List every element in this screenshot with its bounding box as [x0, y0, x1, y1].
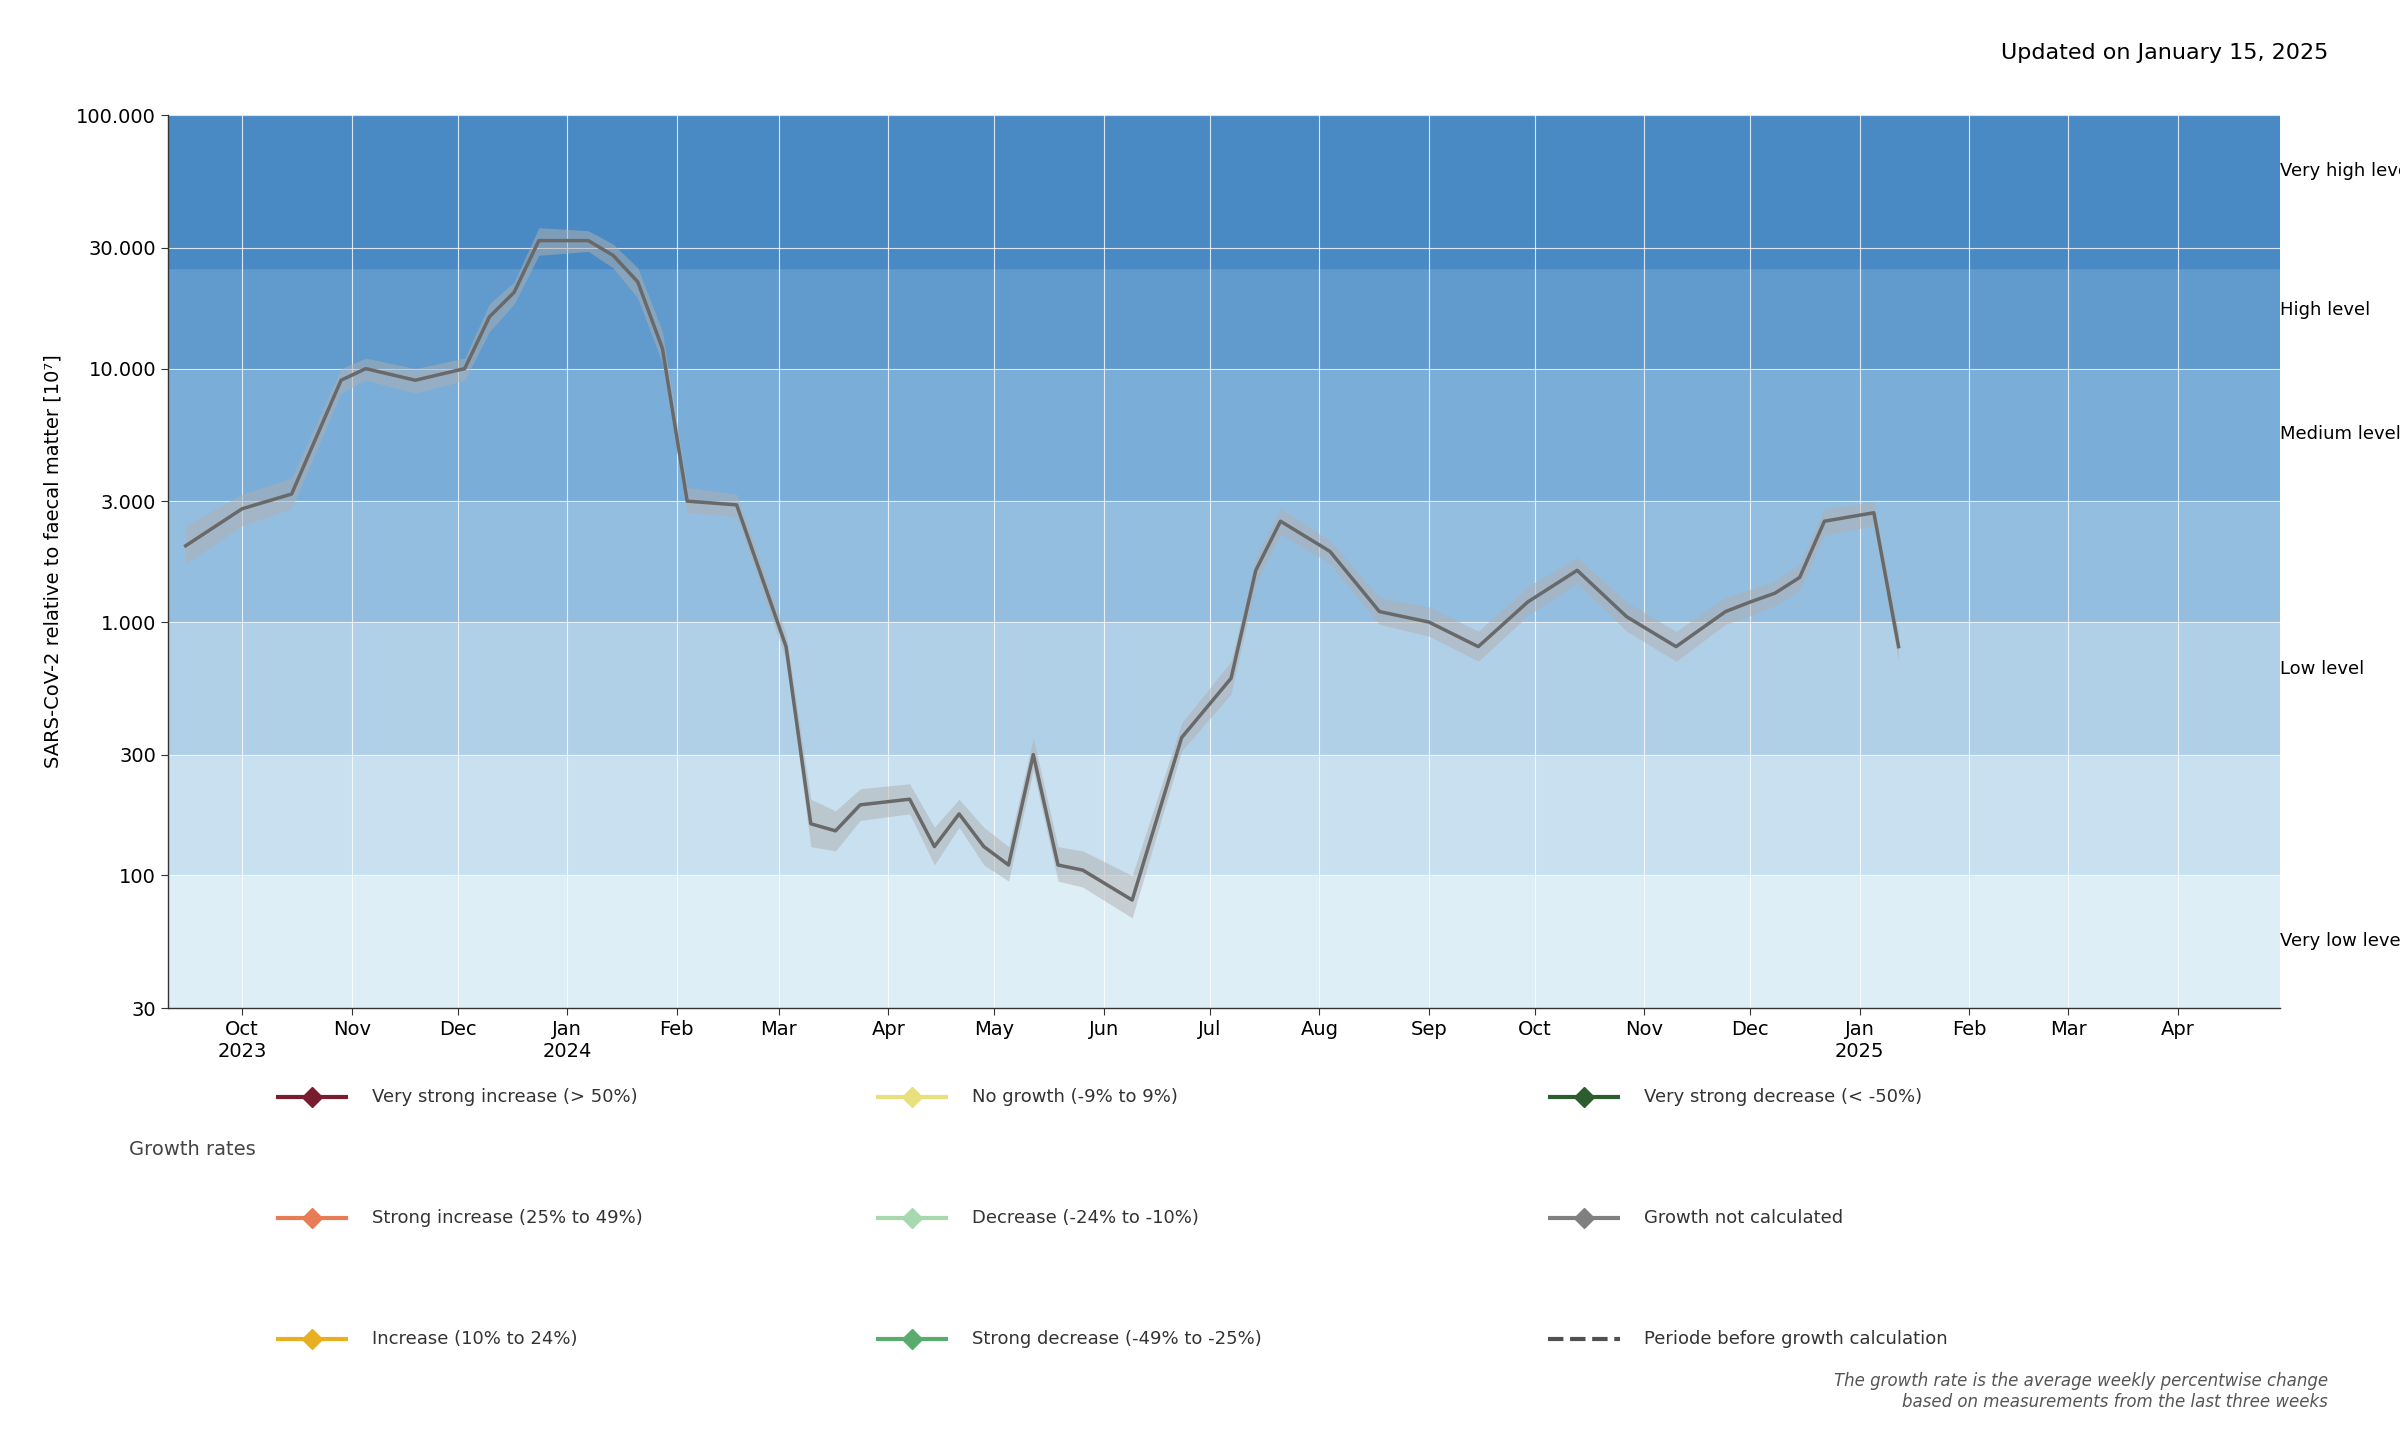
Y-axis label: SARS-CoV-2 relative to faecal matter [10⁷]: SARS-CoV-2 relative to faecal matter [10… — [43, 354, 62, 769]
Text: Medium level: Medium level — [2280, 425, 2400, 444]
Bar — [168, 501, 2280, 622]
Bar — [168, 755, 2280, 876]
Text: Periode before growth calculation: Periode before growth calculation — [1644, 1331, 1949, 1348]
Text: Updated on January 15, 2025: Updated on January 15, 2025 — [2002, 43, 2328, 63]
Text: Very low level: Very low level — [2280, 932, 2400, 950]
Text: Decrease (-24% to -10%): Decrease (-24% to -10%) — [972, 1210, 1200, 1227]
Bar — [168, 369, 2280, 501]
Text: Increase (10% to 24%): Increase (10% to 24%) — [372, 1331, 578, 1348]
Text: Low level: Low level — [2280, 661, 2364, 678]
Text: Growth rates: Growth rates — [130, 1140, 254, 1159]
Text: Very strong increase (> 50%): Very strong increase (> 50%) — [372, 1089, 638, 1106]
Text: Growth not calculated: Growth not calculated — [1644, 1210, 1843, 1227]
Bar — [168, 876, 2280, 1008]
Text: High level: High level — [2280, 301, 2371, 320]
Bar — [168, 115, 2280, 268]
Bar — [168, 268, 2280, 369]
Text: Very high level: Very high level — [2280, 163, 2400, 180]
Bar — [168, 622, 2280, 755]
Text: Strong increase (25% to 49%): Strong increase (25% to 49%) — [372, 1210, 643, 1227]
Text: Very strong decrease (< -50%): Very strong decrease (< -50%) — [1644, 1089, 1922, 1106]
Text: No growth (-9% to 9%): No growth (-9% to 9%) — [972, 1089, 1178, 1106]
Text: The growth rate is the average weekly percentwise change
based on measurements f: The growth rate is the average weekly pe… — [1834, 1372, 2328, 1411]
Text: Strong decrease (-49% to -25%): Strong decrease (-49% to -25%) — [972, 1331, 1262, 1348]
